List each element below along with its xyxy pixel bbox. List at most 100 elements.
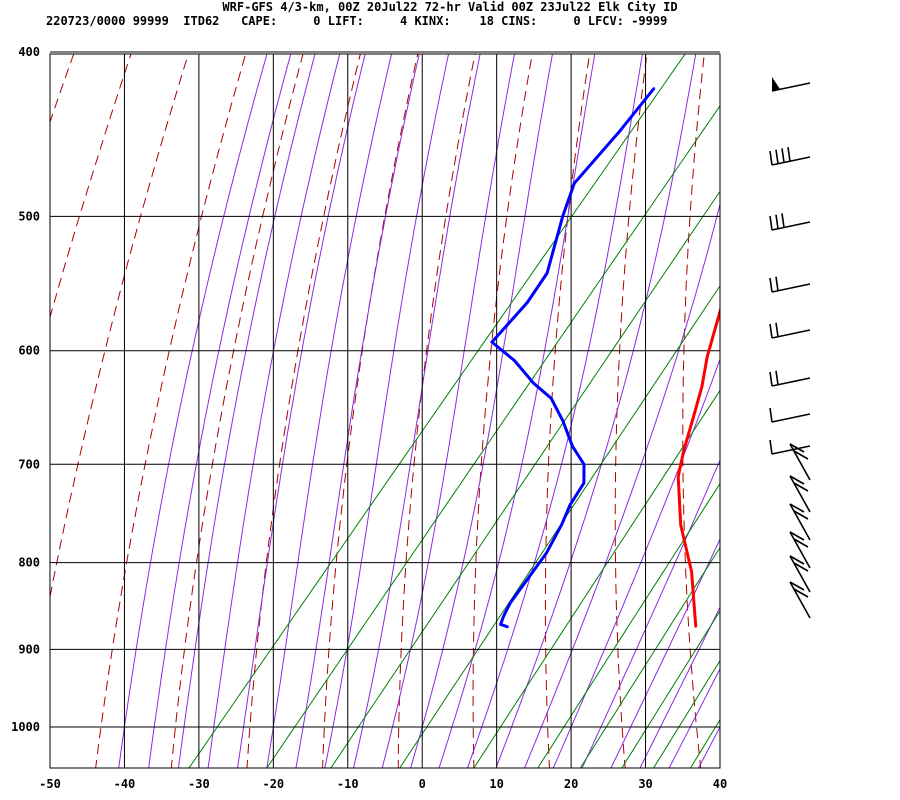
dry-adiabat <box>682 54 705 768</box>
temperature-point <box>742 252 744 254</box>
mixing-ratio-line <box>652 659 720 768</box>
pressure-tick-label: 700 <box>18 457 40 471</box>
temperature-tick-label: -30 <box>188 777 210 791</box>
dry-adiabat <box>748 14 777 770</box>
temperature-point <box>706 356 708 358</box>
mixing-ratio-line <box>537 482 720 768</box>
temperature-tick-label: 30 <box>638 777 652 791</box>
wind-barb <box>769 407 811 423</box>
dewpoint-profile-line <box>490 87 656 629</box>
temperature-tick-label: 0 <box>419 777 426 791</box>
wind-barb <box>769 276 811 293</box>
wind-barb <box>789 531 811 569</box>
dewpoint-point <box>509 602 512 604</box>
dewpoint-point <box>499 623 502 626</box>
moist-adiabat <box>410 54 553 768</box>
wind-barb <box>789 443 811 481</box>
pressure-tick-label: 600 <box>18 344 40 358</box>
dewpoint-point <box>569 504 571 507</box>
mixing-ratio-line <box>399 284 720 768</box>
dewpoint-point <box>545 552 547 555</box>
dry-adiabat <box>170 54 304 768</box>
moist-adiabat <box>237 54 366 768</box>
moist-adiabat <box>295 54 420 768</box>
wind-barb <box>789 475 811 513</box>
moist-adiabat <box>552 358 720 768</box>
wind-barb <box>769 370 811 387</box>
moist-adiabat <box>324 54 450 768</box>
chart-header-line1: WRF-GFS 4/3-km, 00Z 20Jul22 72-hr Valid … <box>222 0 678 14</box>
wind-barb <box>769 322 811 339</box>
wind-barb <box>769 213 811 231</box>
dewpoint-point <box>571 445 574 448</box>
pressure-tick-label: 400 <box>18 45 40 59</box>
pressure-tick-label: 1000 <box>11 720 40 734</box>
wind-barb <box>769 439 811 455</box>
moist-adiabat <box>466 54 643 768</box>
dry-adiabat <box>95 54 247 768</box>
moist-adiabat <box>610 538 720 768</box>
dewpoint-point <box>507 626 510 628</box>
wind-barb <box>789 555 811 593</box>
moist-adiabat <box>118 54 268 768</box>
temperature-tick-label: -10 <box>337 777 359 791</box>
dry-adiabat <box>812 14 853 770</box>
temperature-tick-label: 10 <box>489 777 503 791</box>
temperature-tick-label: -50 <box>39 777 61 791</box>
temperature-point <box>682 450 685 453</box>
dewpoint-point <box>513 359 516 362</box>
mixing-ratio-line <box>473 389 720 768</box>
moist-adiabat <box>668 667 720 768</box>
moist-adiabat <box>381 54 516 768</box>
dewpoint-point <box>562 420 564 422</box>
wind-barb <box>789 503 811 541</box>
chart-header-line2: 220723/0000 99999 ITD62 CAPE: 0 LIFT: 4 … <box>46 14 668 28</box>
temperature-tick-label: 40 <box>713 777 727 791</box>
moist-adiabat <box>148 54 292 768</box>
temperature-tick-label: -40 <box>114 777 136 791</box>
moist-adiabat <box>581 458 720 768</box>
moist-adiabat <box>353 54 481 768</box>
dewpoint-point <box>550 397 552 400</box>
temperature-point <box>695 626 697 628</box>
dewpoint-point <box>573 182 576 185</box>
moist-adiabat <box>177 54 316 768</box>
temperature-point <box>677 476 679 478</box>
pressure-tick-label: 500 <box>18 209 40 223</box>
dewpoint-point <box>546 272 548 274</box>
dewpoint-point <box>502 615 505 617</box>
dewpoint-point <box>653 87 656 89</box>
dry-adiabat <box>472 54 533 768</box>
dry-adiabat <box>397 54 476 768</box>
pressure-tick-label: 800 <box>18 556 40 570</box>
mixing-ratio-line <box>266 104 720 768</box>
temperature-profile-line <box>676 305 720 628</box>
moist-adiabat <box>639 606 720 768</box>
temperature-point <box>679 524 682 526</box>
mixing-ratio-line <box>330 190 720 768</box>
plot-frame <box>49 53 721 769</box>
moist-adiabat <box>524 202 720 768</box>
moist-adiabat <box>266 54 393 768</box>
temperature-point <box>690 571 693 573</box>
dewpoint-point <box>583 463 585 466</box>
temperature-tick-label: 20 <box>564 777 578 791</box>
dewpoint-point <box>491 341 493 343</box>
temperature-point <box>693 414 695 417</box>
moist-adiabat <box>438 54 596 768</box>
wind-barb <box>771 77 811 92</box>
dry-adiabat <box>322 54 419 768</box>
dewpoint-point <box>619 129 621 132</box>
dewpoint-point <box>561 215 564 218</box>
temperature-point <box>721 306 723 308</box>
temperature-point <box>768 186 770 188</box>
temperature-point <box>701 385 703 388</box>
dry-adiabat <box>873 14 900 770</box>
wind-barb <box>789 581 811 619</box>
wind-barb <box>769 146 811 166</box>
mixing-ratio-line <box>579 546 720 768</box>
moist-adiabat <box>207 54 341 768</box>
pressure-tick-label: 900 <box>18 642 40 656</box>
temperature-tick-label: -20 <box>262 777 284 791</box>
